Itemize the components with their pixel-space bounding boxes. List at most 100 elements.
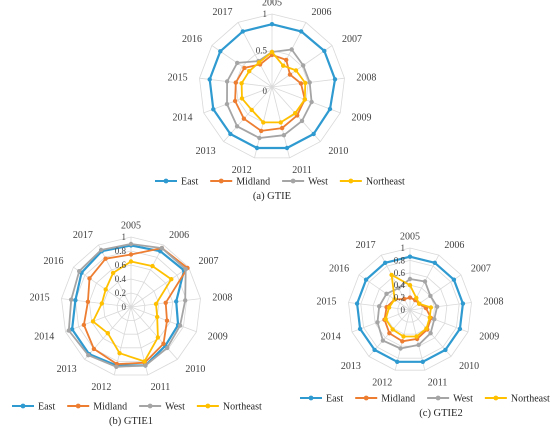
category-label: 2013: [341, 361, 361, 372]
legend-item-midland: Midland: [210, 177, 270, 188]
data-point-midland: [279, 125, 285, 131]
category-label: 2008: [484, 297, 504, 308]
category-label: 2013: [57, 364, 77, 375]
data-point-northeast: [153, 301, 159, 307]
tick-label: 0.2: [115, 288, 126, 298]
series-line-east: [356, 255, 464, 363]
tick-label: 0.6: [115, 260, 127, 270]
category-label: 2017: [213, 7, 233, 18]
data-point-northeast: [239, 81, 244, 86]
data-point-northeast: [239, 96, 245, 101]
legend-label: Northeast: [223, 402, 262, 413]
data-point-midland: [81, 322, 87, 328]
data-point-east: [443, 347, 448, 353]
data-point-west: [428, 331, 433, 336]
data-point-midland: [164, 318, 170, 323]
tick-label: 0: [401, 305, 406, 315]
legend-label: East: [326, 394, 343, 405]
legend-item-west: West: [139, 402, 185, 413]
data-point-midland: [402, 296, 407, 302]
data-point-east: [174, 299, 179, 304]
data-point-east: [357, 326, 363, 332]
category-label: 2015: [30, 293, 50, 304]
tick-label: 0.6: [394, 268, 406, 278]
data-point-midland: [387, 331, 392, 336]
data-point-northeast: [155, 314, 160, 320]
data-point-east: [372, 347, 377, 353]
grid-ring: [74, 250, 188, 362]
legend-label: East: [38, 402, 55, 413]
data-point-east: [211, 107, 216, 112]
data-point-northeast: [117, 351, 122, 356]
category-label: 2010: [459, 361, 479, 372]
data-point-east: [311, 131, 316, 137]
tick-label: 0.8: [115, 246, 127, 256]
data-point-west: [377, 304, 382, 309]
data-point-west: [114, 364, 119, 369]
data-point-northeast: [392, 297, 397, 302]
data-point-east: [457, 326, 463, 332]
category-label: 2009: [479, 332, 499, 343]
legend-item-midland: Midland: [355, 394, 415, 405]
grid-ring: [116, 292, 146, 322]
tick-label: 0.4: [115, 274, 127, 284]
data-point-northeast: [150, 263, 155, 269]
data-point-east: [207, 77, 212, 82]
series-line-east: [208, 23, 337, 150]
legend-marker: [75, 403, 81, 409]
category-label: 2014: [34, 332, 54, 343]
category-label: 2016: [329, 264, 349, 275]
data-point-east: [228, 131, 233, 137]
legend-marker: [205, 403, 211, 409]
legend-label: West: [453, 394, 473, 405]
series-line-midland: [83, 247, 189, 366]
data-point-midland: [259, 128, 264, 134]
data-point-northeast: [281, 63, 286, 68]
data-point-east: [383, 260, 388, 265]
data-point-east: [395, 359, 400, 364]
data-point-midland: [241, 116, 247, 121]
category-label: 2017: [73, 230, 93, 241]
data-point-east: [73, 298, 78, 303]
data-point-west: [299, 118, 305, 124]
category-label: 2005: [400, 232, 420, 243]
data-point-east: [432, 260, 437, 265]
data-point-west: [98, 247, 104, 253]
legend-marker: [493, 395, 499, 401]
data-point-west: [301, 63, 306, 68]
grid-spoke: [130, 306, 197, 333]
data-point-east: [240, 29, 245, 34]
data-point-midland: [232, 98, 238, 104]
legend-label: Northeast: [511, 394, 550, 405]
category-label: 2008: [356, 72, 376, 83]
category-label: 2005: [121, 221, 141, 232]
data-point-east: [254, 145, 260, 151]
data-point-midland: [87, 276, 92, 281]
chart-caption: (c) GTIE2: [419, 408, 462, 419]
legend-item-east: East: [155, 177, 198, 188]
data-point-northeast: [90, 319, 96, 324]
data-point-west: [398, 346, 403, 351]
data-point-east: [269, 22, 275, 27]
category-label: 2016: [182, 34, 202, 45]
data-point-northeast: [414, 295, 419, 301]
data-point-west: [428, 293, 433, 299]
category-label: 2013: [196, 146, 216, 157]
data-point-east: [332, 77, 338, 82]
tick-label: 1: [401, 243, 406, 253]
data-point-west: [183, 298, 188, 303]
data-point-northeast: [99, 301, 105, 306]
legend-label: Midland: [381, 394, 415, 405]
data-point-midland: [128, 252, 134, 257]
category-label: 2011: [292, 165, 312, 176]
data-point-west: [422, 279, 428, 284]
chart-caption: (a) GTIE: [253, 191, 291, 202]
data-point-west: [234, 124, 240, 129]
legend-label: West: [308, 177, 328, 188]
data-point-west: [224, 79, 230, 84]
data-point-west: [432, 317, 437, 322]
grid-ring: [199, 13, 345, 159]
